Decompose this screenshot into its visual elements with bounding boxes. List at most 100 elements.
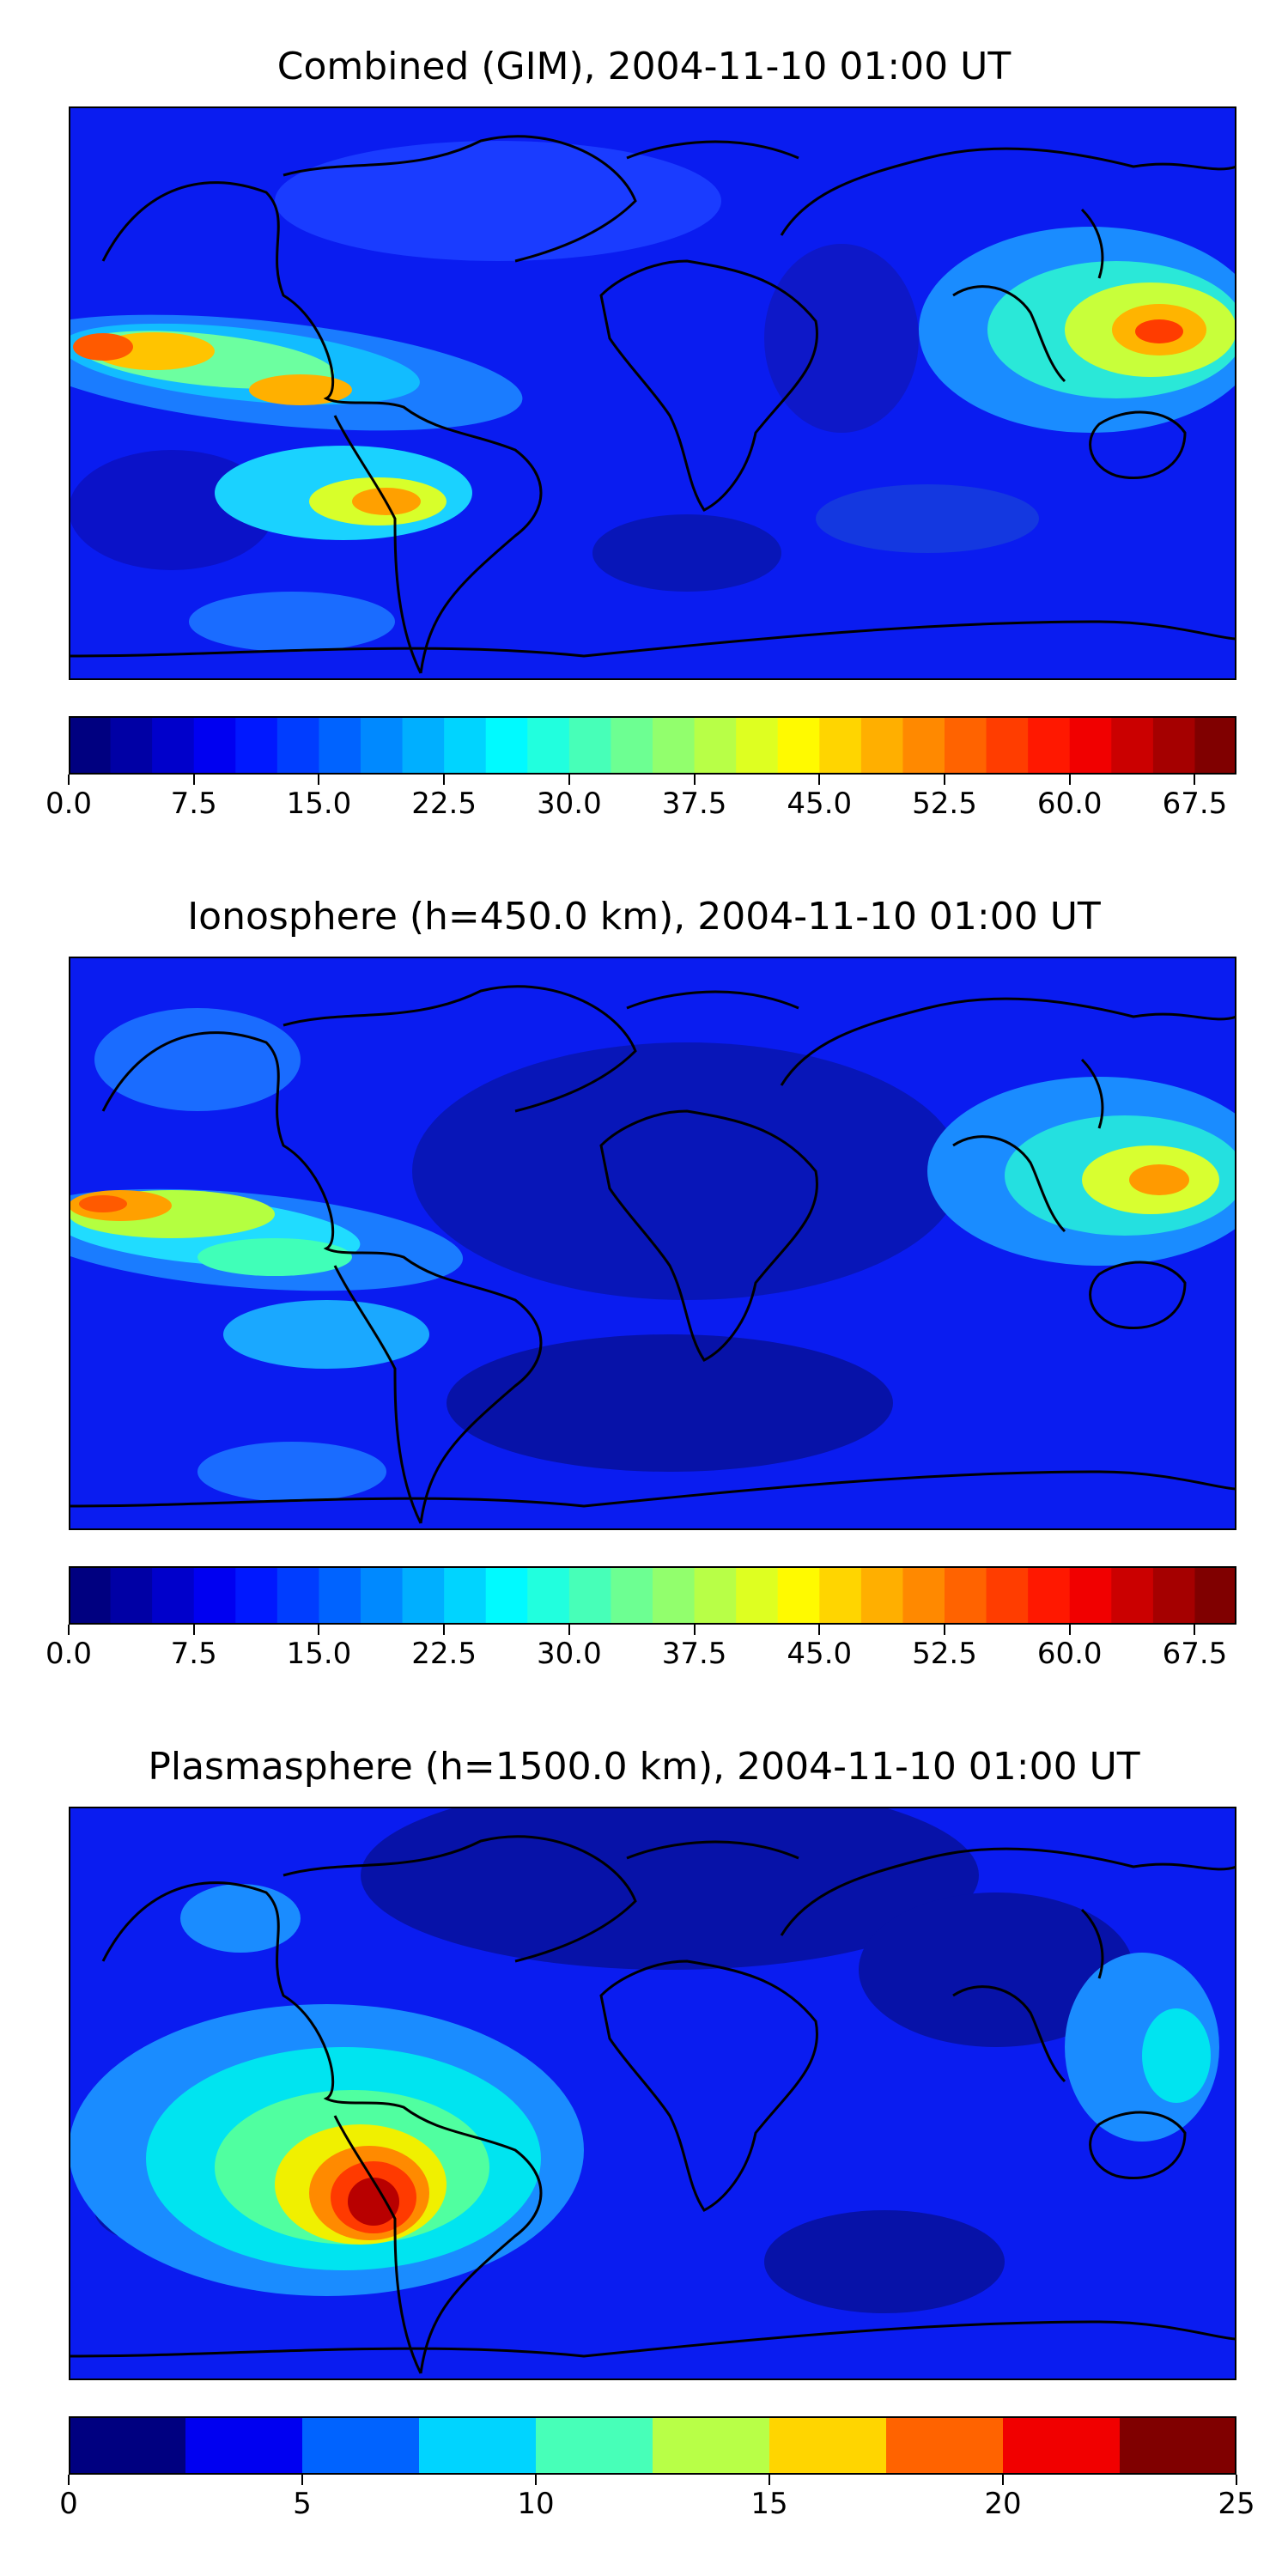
colorbar-tick-label: 30.0 xyxy=(536,1637,602,1671)
colorbar-tick-label: 22.5 xyxy=(411,787,477,821)
colorbar-swatch xyxy=(1152,1566,1195,1625)
colorbar-swatch xyxy=(1120,2416,1237,2475)
colorbar-tick-mark xyxy=(818,1625,821,1635)
colorbar-swatch xyxy=(69,2416,186,2475)
colorbar-swatch xyxy=(819,1566,862,1625)
colorbar-swatch xyxy=(1152,716,1195,775)
colorbar-swatch xyxy=(777,716,820,775)
colorbar-swatch xyxy=(69,1566,112,1625)
colorbar-swatch xyxy=(276,1566,319,1625)
colorbar-tick-mark xyxy=(68,1625,70,1635)
colorbar-swatch xyxy=(653,2416,770,2475)
colorbar-swatch xyxy=(235,716,278,775)
colorbar-tick-mark xyxy=(693,1625,696,1635)
colorbar-tick-label: 45.0 xyxy=(787,1637,853,1671)
colorbar-tick-mark xyxy=(818,775,821,785)
colorbar-tick-mark xyxy=(944,1625,945,1635)
colorbar-swatch xyxy=(419,2416,537,2475)
colorbar-swatch xyxy=(769,2416,887,2475)
colorbar-swatch xyxy=(860,716,903,775)
colorbar-swatch xyxy=(319,1566,361,1625)
colorbar-swatch xyxy=(69,716,112,775)
colorbar-tick-label: 60.0 xyxy=(1036,1637,1103,1671)
colorbar-swatch xyxy=(319,716,361,775)
colorbar-tick-mark xyxy=(443,775,446,785)
colorbar-swatch xyxy=(568,716,611,775)
colorbar-swatch xyxy=(361,716,404,775)
colorbar-swatch xyxy=(402,716,445,775)
colorbar-tick-label: 30.0 xyxy=(536,787,602,821)
colorbar-swatch xyxy=(110,1566,153,1625)
colorbar-swatch xyxy=(945,716,987,775)
coastlines-combined xyxy=(69,135,1236,674)
colorbar-swatch xyxy=(736,1566,779,1625)
map-plasmasphere xyxy=(69,1807,1236,2380)
colorbar-swatch xyxy=(110,716,153,775)
tec-field-plasmasphere xyxy=(69,1807,1219,2313)
colorbar-swatches-plasmasphere xyxy=(69,2416,1237,2475)
colorbar-ticks-ionosphere: 0.0 7.5 15.0 22.5 30.0 37.5 45.0 52.5 60.0 67.5 xyxy=(0,1625,1288,1676)
coastlines-plasmasphere xyxy=(69,1835,1236,2374)
colorbar-swatch xyxy=(485,716,528,775)
colorbar-swatch xyxy=(653,1566,696,1625)
colorbar-swatch xyxy=(1003,2416,1121,2475)
colorbar-tick-label: 67.5 xyxy=(1162,1637,1228,1671)
colorbar-tick-label: 52.5 xyxy=(912,787,977,821)
colorbar-ionosphere xyxy=(69,1566,1237,1625)
colorbar-swatch xyxy=(527,1566,570,1625)
panel-title-combined: Combined (GIM), 2004-11-10 01:00 UT xyxy=(276,45,1012,88)
colorbar-swatches-combined xyxy=(69,716,1237,775)
colorbar-tick-mark xyxy=(1002,2475,1004,2485)
colorbar-tick-label: 37.5 xyxy=(661,787,727,821)
colorbar-swatch xyxy=(152,1566,195,1625)
colorbar-swatch xyxy=(819,716,862,775)
colorbar-swatches-ionosphere xyxy=(69,1566,1237,1625)
colorbar-frame xyxy=(69,716,1236,775)
colorbar-tick-label: 22.5 xyxy=(411,1637,477,1671)
colorbar-tick-mark xyxy=(1194,1625,1196,1635)
colorbar-swatch xyxy=(611,716,653,775)
colorbar-swatch xyxy=(536,2416,653,2475)
colorbar-tick-label: 7.5 xyxy=(170,787,217,821)
colorbar-tick-label: 15 xyxy=(750,2487,788,2521)
colorbar-swatch xyxy=(193,716,236,775)
tec-field-ionosphere xyxy=(69,1008,1236,1502)
colorbar-swatch xyxy=(527,716,570,775)
colorbar-swatch xyxy=(1111,716,1154,775)
coastlines-ionosphere xyxy=(69,985,1236,1524)
colorbar-tick-label: 25 xyxy=(1218,2487,1255,2521)
colorbar-swatch xyxy=(986,716,1029,775)
colorbar-swatch xyxy=(444,716,487,775)
colorbar-tick-label: 60.0 xyxy=(1036,787,1103,821)
colorbar-tick-mark xyxy=(769,2475,770,2485)
colorbar-tick-label: 7.5 xyxy=(170,1637,217,1671)
colorbar-swatch xyxy=(694,716,737,775)
panel-title-plasmasphere: Plasmasphere (h=1500.0 km), 2004-11-10 0… xyxy=(148,1745,1140,1789)
colorbar-ticks-combined: 0.0 7.5 15.0 22.5 30.0 37.5 45.0 52.5 60.0 67.5 xyxy=(0,775,1288,826)
colorbar-swatch xyxy=(986,1566,1029,1625)
colorbar-tick-label: 5 xyxy=(293,2487,312,2521)
colorbar-tick-mark xyxy=(192,1625,195,1635)
colorbar-tick-label: 52.5 xyxy=(912,1637,977,1671)
map-combined xyxy=(69,106,1236,680)
panel-title-ionosphere: Ionosphere (h=450.0 km), 2004-11-10 01:0… xyxy=(187,895,1101,939)
colorbar-tick-label: 20 xyxy=(984,2487,1022,2521)
colorbar-swatch xyxy=(945,1566,987,1625)
colorbar-tick-mark xyxy=(1236,2475,1237,2485)
colorbar-swatch xyxy=(886,2416,1004,2475)
colorbar-swatch xyxy=(611,1566,653,1625)
colorbar-swatch xyxy=(902,716,945,775)
colorbar-ticks-plasmasphere: 0 5 10 15 20 25 xyxy=(0,2475,1288,2526)
colorbar-swatch xyxy=(1028,716,1071,775)
colorbar-swatch xyxy=(402,1566,445,1625)
colorbar-swatch xyxy=(736,716,779,775)
colorbar-tick-mark xyxy=(568,775,570,785)
colorbar-swatch xyxy=(185,2416,303,2475)
colorbar-tick-label: 10 xyxy=(517,2487,555,2521)
colorbar-tick-label: 45.0 xyxy=(787,787,853,821)
colorbar-swatch xyxy=(193,1566,236,1625)
colorbar-swatch xyxy=(1111,1566,1154,1625)
colorbar-combined xyxy=(69,716,1237,775)
colorbar-plasmasphere xyxy=(69,2416,1237,2475)
colorbar-tick-mark xyxy=(443,1625,446,1635)
